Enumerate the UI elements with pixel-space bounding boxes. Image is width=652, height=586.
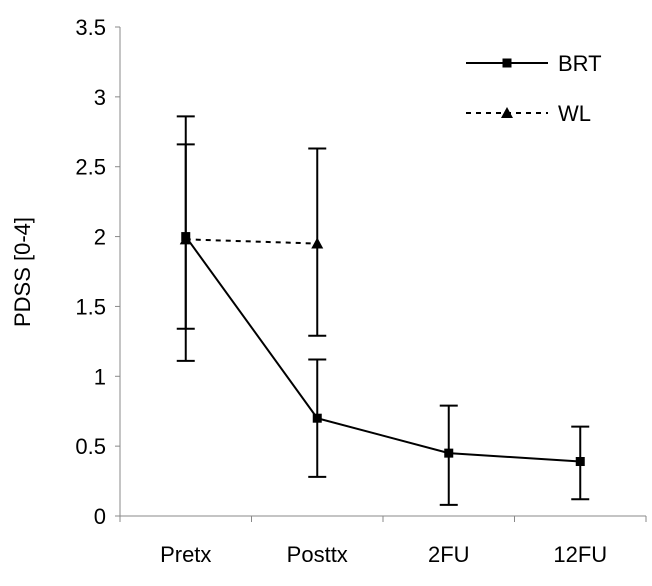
y-tick-label: 2 [94,225,106,250]
legend-label-brt: BRT [558,51,602,76]
legend-label-wl: WL [558,101,591,126]
y-tick-label: 0.5 [75,434,106,459]
x-tick-label: Posttx [287,542,348,567]
legend: BRT WL [466,51,602,126]
y-tick-label: 2.5 [75,155,106,180]
x-tick-label: 12FU [553,542,607,567]
x-tick-label: Pretx [160,542,211,567]
data-point-brt [312,413,322,423]
series-line-brt [184,235,581,463]
data-point-wl [179,233,192,245]
y-tick-label: 3 [94,85,106,110]
legend-marker-wl [501,107,513,118]
legend-marker-brt [502,58,512,68]
y-axis-label: PDSS [0-4] [10,217,35,327]
data-point-brt [575,457,585,467]
data-point-wl [311,237,324,249]
x-tick-label: 2FU [428,542,470,567]
y-tick-label: 3.5 [75,15,106,40]
series-line-wl [185,238,318,245]
y-tick-label: 1 [94,364,106,389]
data-point-brt [444,448,454,458]
y-tick-label: 0 [94,504,106,529]
y-tick-label: 1.5 [75,294,106,319]
